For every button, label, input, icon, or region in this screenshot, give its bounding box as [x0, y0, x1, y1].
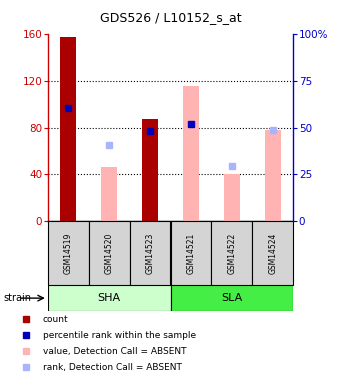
Bar: [183, 87, 199, 221]
Bar: [170, 285, 293, 311]
Text: count: count: [43, 315, 69, 324]
Text: GSM14523: GSM14523: [146, 232, 154, 274]
Text: GSM14519: GSM14519: [64, 232, 73, 274]
Text: GSM14520: GSM14520: [105, 232, 114, 274]
Text: percentile rank within the sample: percentile rank within the sample: [43, 331, 196, 340]
Bar: [224, 174, 240, 221]
Bar: [170, 221, 211, 285]
Bar: [142, 119, 158, 221]
Text: GDS526 / L10152_s_at: GDS526 / L10152_s_at: [100, 11, 241, 24]
Bar: [101, 167, 117, 221]
Bar: [89, 221, 130, 285]
Text: GSM14522: GSM14522: [227, 232, 236, 274]
Text: SLA: SLA: [221, 293, 242, 303]
Bar: [211, 221, 252, 285]
Text: GSM14521: GSM14521: [187, 232, 195, 274]
Bar: [48, 221, 89, 285]
Text: SHA: SHA: [98, 293, 121, 303]
Text: rank, Detection Call = ABSENT: rank, Detection Call = ABSENT: [43, 363, 182, 372]
Bar: [60, 37, 76, 221]
Bar: [265, 130, 281, 221]
Text: GSM14524: GSM14524: [268, 232, 277, 274]
Bar: [48, 285, 170, 311]
Text: strain: strain: [3, 293, 31, 303]
Bar: [252, 221, 293, 285]
Bar: [130, 221, 170, 285]
Text: value, Detection Call = ABSENT: value, Detection Call = ABSENT: [43, 346, 186, 355]
